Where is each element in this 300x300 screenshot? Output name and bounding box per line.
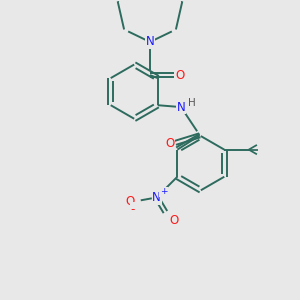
Text: O: O <box>176 69 185 82</box>
Text: O: O <box>126 196 135 208</box>
Text: O: O <box>165 137 174 150</box>
Text: N: N <box>177 100 185 114</box>
Text: -: - <box>131 203 135 216</box>
Text: O: O <box>169 214 178 226</box>
Text: +: + <box>160 187 167 196</box>
Text: N: N <box>146 35 154 48</box>
Text: H: H <box>188 98 195 108</box>
Text: N: N <box>152 191 161 204</box>
